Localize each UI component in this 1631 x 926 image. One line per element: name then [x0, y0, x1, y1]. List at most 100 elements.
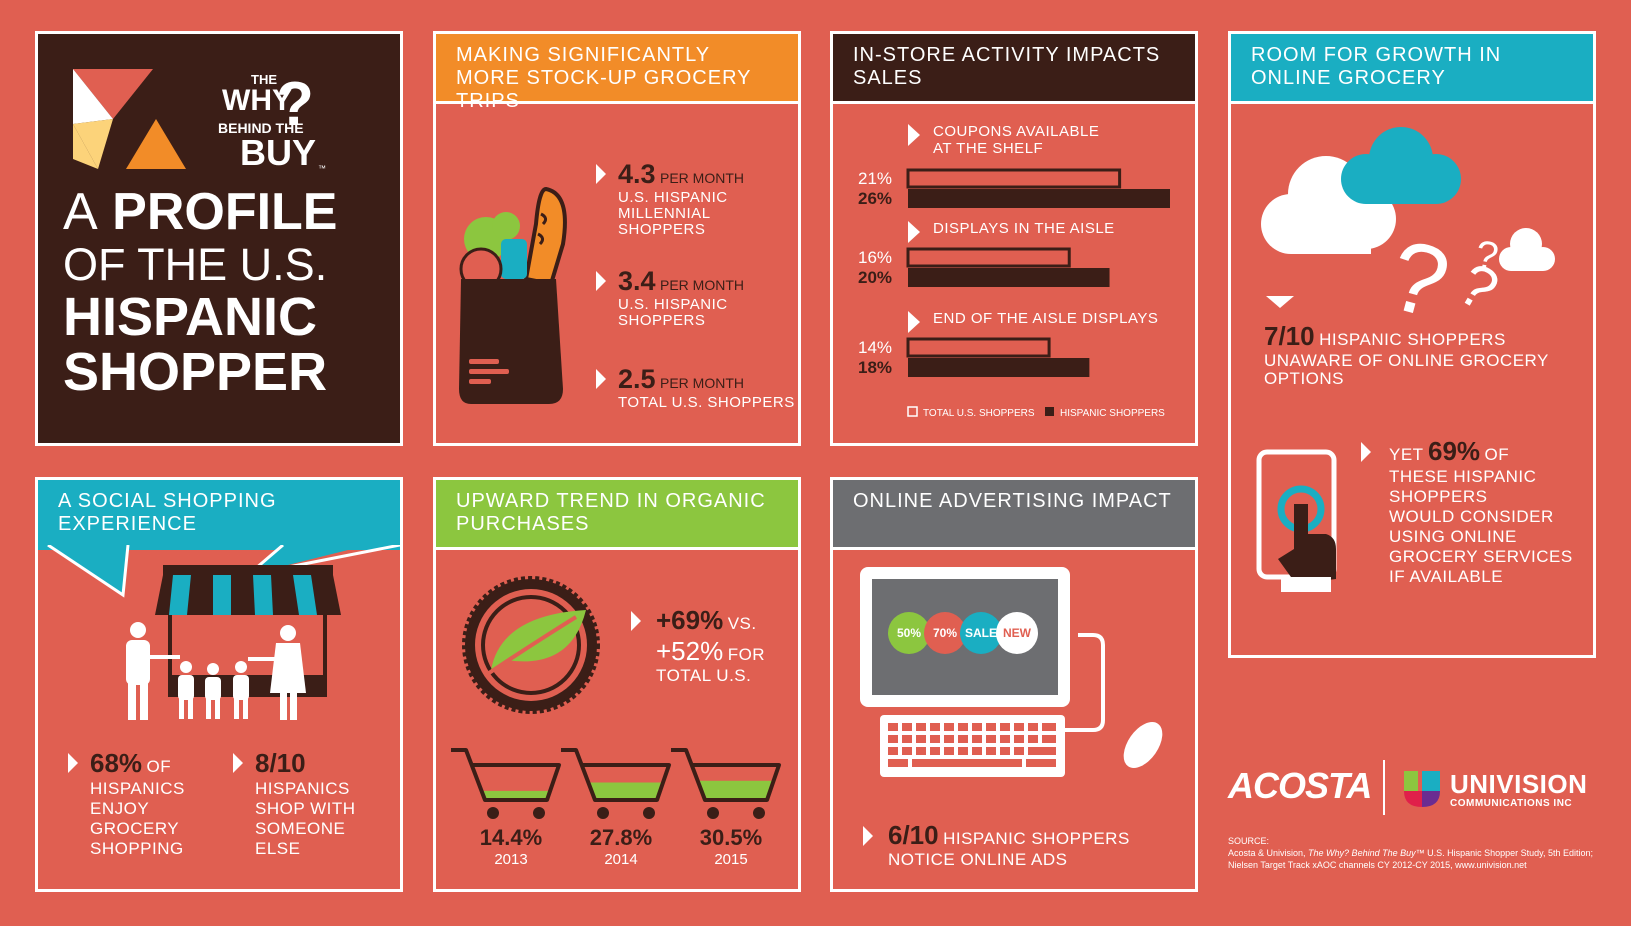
logo-line2: WHY — [222, 84, 292, 117]
category-label: DISPLAYS IN THE AISLE — [933, 220, 1115, 237]
ad-stat-text2: NOTICE ONLINE ADS — [888, 850, 1068, 869]
ad-stat-value: 6/10 — [888, 820, 939, 850]
advertising-header: Online advertising impact — [833, 480, 1195, 550]
social-stat-1: 68% OF HISPANICS ENJOY GROCERY SHOPPING — [68, 748, 185, 859]
year-col-3: 30.5% 2015 — [691, 825, 771, 868]
bar-hispanic — [908, 358, 1090, 377]
logo-tm: ™ — [318, 164, 326, 173]
trip-stat-3: 2.5 PER MONTH TOTAL U.S. SHOPPERS — [596, 364, 795, 411]
online-stat-2-text1: OF — [1484, 445, 1510, 464]
source-line-1: Acosta & Univision, The Why? Behind The … — [1228, 847, 1608, 859]
organic-total: TOTAL U.S. — [656, 666, 752, 685]
univision-sub: COMMUNICATIONS INC — [1450, 798, 1573, 809]
title-profile: PROFILE — [112, 183, 338, 241]
online-stat-2-text3: SHOPPERS — [1389, 487, 1488, 506]
arrow-right-icon — [1361, 442, 1371, 462]
cart-icon — [671, 748, 781, 802]
organic-main-stat: +69% VS. +52% FOR TOTAL U.S. — [631, 605, 765, 685]
title-panel: THE WHY ? BEHIND THE BUY ™ A PROFILE OF … — [35, 31, 403, 446]
online-stat-2-value: 69% — [1428, 436, 1481, 466]
social-stat-2-text1: HISPANICS — [255, 779, 350, 798]
source-block: SOURCE: Acosta & Univision, The Why? Beh… — [1228, 835, 1608, 871]
advertising-panel: Online advertising impact 50% 70% SALE N… — [830, 477, 1198, 892]
legend-label-hispanic: HISPANIC SHOPPERS — [1060, 408, 1165, 419]
organic-vs: VS. — [727, 614, 757, 633]
online-stat-2-text2: THESE HISPANIC — [1389, 467, 1537, 486]
badge-sale-text: SALE — [964, 626, 997, 640]
trip-label-1b: MILLENNIAL — [618, 205, 711, 222]
univision-logo-icon — [1404, 771, 1440, 807]
cart-wheel-icon — [753, 807, 765, 819]
online-stat-2: YET 69% OF THESE HISPANIC SHOPPERS WOULD… — [1361, 436, 1581, 587]
organic-header-text: Upward trend in organic purchases — [456, 490, 766, 535]
organic-for: FOR — [727, 645, 766, 664]
why-behind-buy-logo: THE WHY ? BEHIND THE BUY ™ — [218, 64, 368, 174]
trip-unit-2: PER MONTH — [660, 277, 744, 293]
category-label: END OF THE AISLE DISPLAYS — [933, 310, 1158, 327]
online-stat-2-text5: USING ONLINE — [1389, 527, 1517, 546]
social-stat-1-value: 68% — [90, 748, 143, 778]
storefront-family-icon — [47, 545, 400, 720]
trip-value-1: 4.3 — [618, 159, 656, 189]
instore-panel: In-store activity impacts sales COUPONS … — [830, 31, 1198, 446]
organic-header: Upward trend in organic purchases — [436, 480, 798, 550]
bar-hispanic — [908, 189, 1170, 208]
year-label-2: 2014 — [604, 851, 638, 868]
cart-wheel-icon — [487, 807, 499, 819]
online-stat-1-text1: HISPANIC SHOPPERS — [1319, 330, 1506, 349]
year-label-1: 2013 — [494, 851, 528, 868]
legend-swatch-total — [907, 406, 918, 417]
trips-header: Making significantly more stock-up groce… — [436, 34, 798, 112]
online-stat-1-text2: UNAWARE OF ONLINE GROCERY — [1264, 351, 1549, 370]
trip-label-2a: U.S. HISPANIC — [618, 296, 728, 313]
badge-sale: SALE — [960, 612, 1002, 654]
trip-label-2b: SHOPPERS — [618, 312, 706, 329]
arrow-right-icon — [596, 164, 606, 184]
cart-fill — [481, 790, 551, 800]
cart-wheel-icon — [533, 807, 545, 819]
grocery-bag-icon — [459, 186, 567, 404]
cart-wheel-icon — [597, 807, 609, 819]
arrow-right-icon — [596, 271, 606, 291]
bar-label-total: 16% — [858, 248, 892, 267]
cart-fill — [588, 782, 664, 800]
clouds-question-icon: ? ? ? — [1261, 127, 1555, 319]
arrow-right-icon — [233, 753, 243, 773]
arrow-right-icon — [68, 753, 78, 773]
social-stat-2-text2: SHOP WITH — [255, 799, 356, 818]
trip-unit-1: PER MONTH — [660, 170, 744, 186]
cart-fill — [698, 780, 774, 800]
bar-total — [906, 247, 1071, 268]
trip-stat-2: 3.4 PER MONTH U.S. HISPANIC SHOPPERS — [596, 266, 744, 329]
category-label: AT THE SHELF — [933, 140, 1043, 157]
organic-leaf-seal-icon — [462, 576, 600, 714]
social-panel: A social shopping experience 68% OF HISP… — [35, 477, 403, 892]
social-stat-1-text3: GROCERY — [90, 819, 180, 838]
bar-total — [906, 168, 1122, 189]
question-mark-icon: ? — [276, 70, 314, 139]
bar-hispanic — [908, 268, 1110, 287]
social-stat-2: 8/10 HISPANICS SHOP WITH SOMEONE ELSE — [233, 748, 356, 859]
bar-label-total: 21% — [858, 169, 892, 188]
cart-wheel-icon — [643, 807, 655, 819]
year-col-2: 27.8% 2014 — [581, 825, 661, 868]
year-pct-3: 30.5% — [699, 825, 763, 850]
page-title: A PROFILE OF THE U.S. HISPANIC SHOPPER — [63, 184, 337, 400]
trip-value-2: 3.4 — [618, 266, 656, 296]
arrow-right-icon — [596, 369, 606, 389]
online-stat-2-text4: WOULD CONSIDER — [1389, 507, 1554, 526]
source-1b: The Why? Behind The Buy™ — [1308, 848, 1425, 858]
year-pct-1: 14.4% — [479, 825, 543, 850]
trip-label-1c: SHOPPERS — [618, 221, 706, 238]
bar-label-hispanic: 20% — [858, 268, 892, 287]
trip-stat-1: 4.3 PER MONTH U.S. HISPANIC MILLENNIAL S… — [596, 159, 744, 238]
title-line3: HISPANIC — [63, 287, 318, 347]
organic-carts-chart — [451, 748, 781, 819]
online-stat-2-pre: YET — [1389, 445, 1424, 464]
online-stat-2-text6: GROCERY SERVICES — [1389, 547, 1573, 566]
social-stat-2-text3: SOMEONE — [255, 819, 346, 838]
badge-70: 70% — [924, 612, 966, 654]
title-line2: OF THE U.S. — [63, 239, 328, 290]
arrow-right-icon — [908, 311, 920, 333]
trips-header-text: Making significantly more stock-up groce… — [456, 44, 752, 112]
